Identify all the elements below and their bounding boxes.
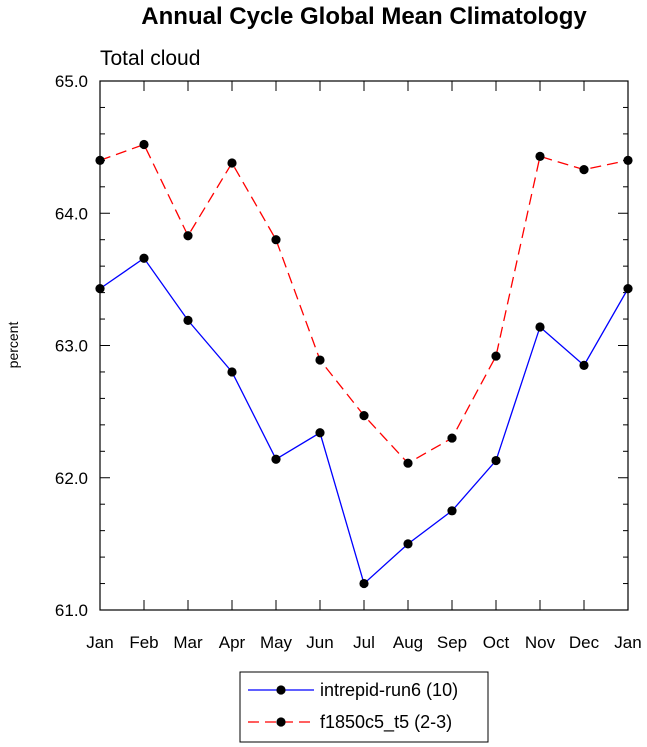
data-point <box>271 235 281 245</box>
y-tick-labels: 61.0 62.0 63.0 64.0 65.0 <box>55 72 88 620</box>
x-tick-label: Mar <box>173 633 203 652</box>
x-tick-label: Dec <box>569 633 600 652</box>
legend-entries: intrepid-run6 (10) f1850c5_t5 (2-3) <box>248 680 458 733</box>
data-point <box>359 578 369 589</box>
series-layer <box>95 139 633 589</box>
y-axis-title: percent <box>5 322 21 369</box>
x-tick-label: Aug <box>393 633 423 652</box>
x-tick-label: Sep <box>437 633 467 652</box>
data-point <box>403 458 413 468</box>
data-point <box>315 428 325 438</box>
data-point <box>535 322 545 332</box>
x-tick-label: Feb <box>129 633 158 652</box>
data-point <box>579 165 589 175</box>
x-tick-label: Oct <box>483 633 510 652</box>
x-tick-label: May <box>260 633 293 652</box>
x-tick-label: Jan <box>614 633 641 652</box>
chart-title: Annual Cycle Global Mean Climatology <box>141 3 587 30</box>
legend-marker <box>276 685 286 695</box>
y-tick-label: 62.0 <box>55 469 88 488</box>
data-point <box>447 433 457 443</box>
data-point <box>403 539 413 549</box>
y-tick-label: 64.0 <box>55 204 88 223</box>
series-line <box>99 257 629 585</box>
data-point <box>271 454 281 464</box>
x-tick-labels: Jan Feb Mar Apr May Jun Jul Aug Sep Oct Nov Dec Jan <box>86 633 641 652</box>
data-point <box>139 139 149 150</box>
data-point <box>183 315 193 325</box>
chart-subtitle: Total cloud <box>100 47 200 70</box>
legend-marker <box>276 717 286 727</box>
minor-ticks <box>100 106 628 585</box>
y-tick-label: 61.0 <box>55 601 88 620</box>
legend: intrepid-run6 (10) f1850c5_t5 (2-3) <box>239 671 489 743</box>
data-point <box>139 253 149 263</box>
legend-box <box>239 671 489 743</box>
major-ticks <box>99 80 629 611</box>
legend-label: intrepid-run6 (10) <box>320 680 458 700</box>
data-point <box>579 360 589 370</box>
x-tick-label: Jun <box>306 633 333 652</box>
x-tick-label: Jan <box>86 633 113 652</box>
data-point <box>535 151 545 161</box>
data-point <box>227 367 237 377</box>
x-tick-label: Apr <box>219 633 246 652</box>
y-tick-label: 65.0 <box>55 72 88 91</box>
y-tick-label: 63.0 <box>55 337 88 356</box>
legend-label: f1850c5_t5 (2-3) <box>320 712 452 733</box>
data-point <box>315 355 325 365</box>
data-point <box>183 231 193 241</box>
plot-frame <box>99 80 629 611</box>
series-0 <box>95 253 633 589</box>
data-point <box>359 410 369 421</box>
data-point <box>491 455 501 466</box>
x-tick-label: Nov <box>525 633 556 652</box>
data-point <box>447 506 457 516</box>
data-point <box>227 158 237 168</box>
x-tick-label: Jul <box>353 633 375 652</box>
data-point <box>491 351 501 361</box>
